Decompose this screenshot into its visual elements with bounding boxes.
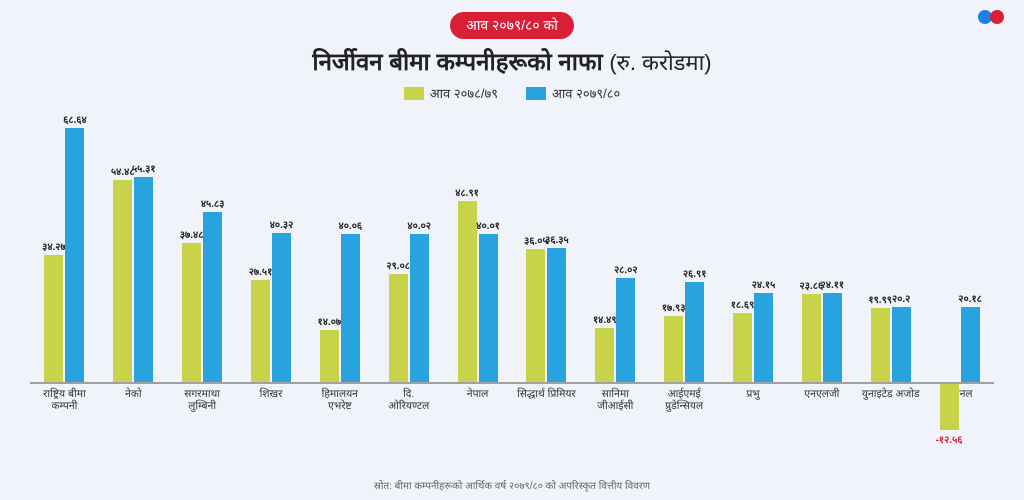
bar-value-label: २४.१५	[752, 277, 776, 291]
bar-series2: २०.१८	[961, 307, 980, 382]
chart-container: आव २०७९/८० को निर्जीवन बीमा कम्पनीहरूको …	[0, 0, 1024, 500]
bar-group: ३७.४८४५.८३	[182, 212, 222, 382]
bar-value-label: ६८.६४	[63, 112, 87, 126]
x-axis-label: आईएमईप्रुडेन्सियल	[665, 388, 703, 412]
source-text: स्रोत: बीमा कम्पनीहरूको आर्थिक वर्ष २०७९…	[0, 478, 1024, 492]
bar-series2: ५५.३१	[134, 177, 153, 382]
bar-series2: ४०.०२	[410, 234, 429, 382]
bar-series1: ४८.९१	[458, 201, 477, 382]
bar-series2: २४.१५	[754, 293, 773, 382]
bar-value-label: २४.११	[821, 277, 845, 291]
x-axis-label: युनाइटेड अजोड	[862, 388, 920, 400]
bar-series1: २३.८६	[802, 294, 821, 382]
bar-group: १९.९९२०.२	[871, 307, 911, 382]
bar-group: १७.९३२६.९१	[664, 282, 704, 382]
title-bold: निर्जीवन बीमा कम्पनीहरूको नाफा	[312, 49, 602, 76]
bar-value-label: २७.५१	[249, 264, 273, 278]
bar-group: ५४.४८५५.३१	[113, 177, 153, 382]
x-axis-label: दि.ओरियण्टल	[388, 388, 429, 412]
bar-group: २७.५१४०.३२	[251, 233, 291, 382]
bar-group: ३६.०५३६.३५	[526, 248, 566, 382]
bar-series2: ४५.८३	[203, 212, 222, 382]
bar-value-label: १७.९३	[662, 300, 686, 314]
swatch-series1	[404, 87, 424, 100]
bar-value-label: २९.०८	[386, 258, 410, 272]
bar-group: २३.८६२४.११	[802, 293, 842, 382]
bar-series1: १९.९९	[871, 308, 890, 382]
bar-group: १८.६९२४.१५	[733, 293, 773, 382]
bar-value-label: १४.०७	[318, 314, 342, 328]
bar-value-label: ३६.३५	[545, 232, 569, 246]
x-axis-label: राष्ट्रिय बीमाकम्पनी	[43, 388, 86, 412]
legend: आव २०७८/७९ आव २०७९/८०	[30, 84, 994, 102]
brand-logo	[978, 10, 1004, 24]
bar-series1: २९.०८	[389, 274, 408, 382]
x-axis-label: नेपाल	[467, 388, 489, 400]
bar-value-label: ५५.३१	[132, 161, 156, 175]
bar-value-label: २६.९१	[683, 266, 707, 280]
period-badge: आव २०७९/८० को	[450, 12, 574, 39]
bar-value-label: -१२.५६	[936, 432, 963, 446]
chart-title: निर्जीवन बीमा कम्पनीहरूको नाफा (रु. करोड…	[30, 45, 994, 78]
header: आव २०७९/८० को निर्जीवन बीमा कम्पनीहरूको …	[30, 12, 994, 102]
bar-series1: १८.६९	[733, 313, 752, 382]
legend-item-2: आव २०७९/८०	[526, 84, 620, 102]
bar-group: १४.०७४०.०६	[320, 234, 360, 382]
bar-series2: २६.९१	[685, 282, 704, 382]
x-axis-label: हिमालयनएभरेष्ट	[322, 388, 358, 412]
bar-series2: २८.०२	[616, 278, 635, 382]
legend-label-2: आव २०७९/८०	[552, 84, 620, 102]
x-axis-label: शिखर	[260, 388, 283, 400]
bar-series1: ५४.४८	[113, 180, 132, 382]
bar-series1: १४.०७	[320, 330, 339, 382]
bar-series2: ३६.३५	[547, 248, 566, 382]
x-axis-label: एनएलजी	[804, 388, 839, 400]
bar-value-label: ४५.८३	[201, 196, 225, 210]
x-axis-label: प्रभु	[746, 388, 759, 400]
bar-series2: २४.११	[823, 293, 842, 382]
bar-value-label: ३४.२७	[42, 239, 66, 253]
bar-value-label: ४०.३२	[270, 217, 294, 231]
x-axis-label: नेको	[125, 388, 142, 400]
bar-value-label: २८.०२	[614, 262, 638, 276]
bar-value-label: ४०.०२	[407, 218, 431, 232]
bar-series1: ३४.२७	[44, 255, 63, 382]
title-unit: (रु. करोडमा)	[609, 50, 711, 75]
logo-circle-red	[990, 10, 1004, 24]
legend-item-1: आव २०७८/७९	[404, 84, 498, 102]
bar-series1: २७.५१	[251, 280, 270, 382]
baseline	[30, 382, 994, 384]
bar-value-label: २०.२	[892, 291, 910, 305]
bar-series1: ३७.४८	[182, 243, 201, 382]
bar-chart: राष्ट्रिय बीमाकम्पनी नेको सगरमाथालुम्बिनी श…	[30, 112, 994, 442]
bar-series2: ६८.६४	[65, 128, 84, 382]
bar-series1: १४.४९	[595, 328, 614, 382]
swatch-series2	[526, 87, 546, 100]
legend-label-1: आव २०७८/७९	[430, 84, 498, 102]
bar-value-label: ३७.४८	[180, 227, 204, 241]
bar-group: ३४.२७६८.६४	[44, 128, 84, 382]
bar-value-label: १९.९९	[868, 292, 892, 306]
bar-value-label: २०.१८	[958, 291, 982, 305]
bar-value-label: ४८.९१	[455, 185, 479, 199]
x-axis-label: सिद्धार्थ प्रिमियर	[517, 388, 576, 400]
x-axis-label: सानिमाजीआईसी	[597, 388, 633, 412]
bar-group: १४.४९२८.०२	[595, 278, 635, 382]
bar-series1: १७.९३	[664, 316, 683, 382]
bar-series2: ४०.०१	[479, 234, 498, 382]
x-axis-label: सगरमाथालुम्बिनी	[184, 388, 220, 412]
bar-series1: -१२.५६	[940, 384, 959, 430]
bar-group: २९.०८४०.०२	[389, 234, 429, 382]
bar-value-label: ४०.०१	[476, 218, 500, 232]
bar-value-label: ४०.०६	[339, 218, 363, 232]
bar-value-label: १८.६९	[731, 297, 755, 311]
bar-series2: ४०.०६	[341, 234, 360, 382]
bar-group: ४८.९१४०.०१	[458, 201, 498, 382]
bar-series1: ३६.०५	[526, 249, 545, 382]
bar-series2: ४०.३२	[272, 233, 291, 382]
bar-series2: २०.२	[892, 307, 911, 382]
bar-value-label: १४.४९	[593, 312, 617, 326]
